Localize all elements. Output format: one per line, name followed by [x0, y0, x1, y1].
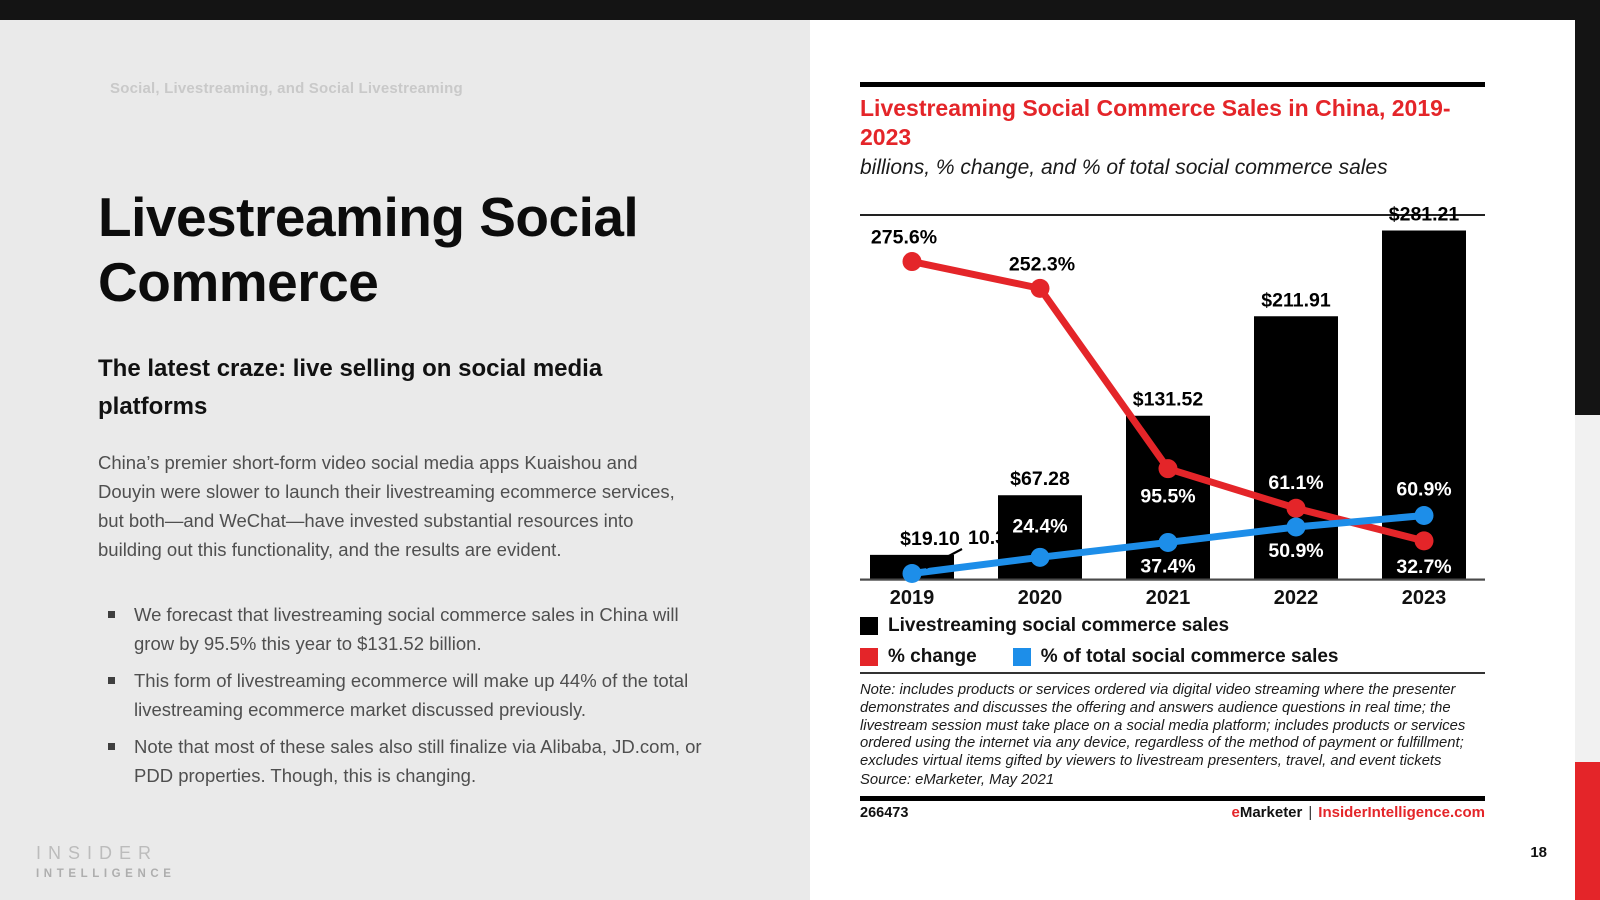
chart-footer: 266473 eMarketer | InsiderIntelligence.com [860, 804, 1485, 821]
legend-row: % change % of total social commerce sales [860, 646, 1485, 668]
sales-combo-chart: $19.10 $67.28 $131.52 $211.91 $281.21 275.6% 2… [860, 204, 1485, 609]
bar-value-label: $67.28 [1010, 468, 1070, 490]
bullet-item: This form of livestreaming ecommerce wil… [98, 666, 710, 724]
bar-2023 [1382, 230, 1466, 579]
legend-item: % change [860, 646, 977, 668]
chart-id: 266473 [860, 805, 909, 821]
pct-change-label: 61.1% [1268, 472, 1323, 494]
x-axis-line [860, 578, 1485, 581]
section-eyebrow: Social, Livestreaming, and Social Livest… [110, 80, 463, 97]
legend-label: % of total social commerce sales [1040, 646, 1339, 667]
bar-value-label: $131.52 [1133, 389, 1204, 411]
chart-note: Note: includes products or services orde… [860, 682, 1482, 790]
x-axis-label: 2021 [1146, 587, 1191, 609]
callout-line [925, 548, 963, 569]
page-number: 18 [1530, 844, 1547, 861]
pct-of-total-label: 24.4% [1012, 515, 1067, 537]
logo-line-2: INTELLIGENCE [36, 868, 176, 880]
right-strip-gray [1575, 415, 1600, 762]
chart-header-rule [860, 214, 1485, 216]
bullet-item: We forecast that livestreaming social co… [98, 600, 710, 658]
bullet-item: Note that most of these sales also still… [98, 732, 710, 790]
pct-change-label: 32.7% [1396, 556, 1451, 578]
pct-of-total-label: 10.3% [968, 527, 1023, 549]
pct-change-point [1158, 459, 1178, 479]
chart-title: Livestreaming Social Commerce Sales in C… [860, 95, 1451, 150]
logo-line-1: INSIDER [36, 843, 159, 863]
pct-of-total-label: 37.4% [1140, 555, 1195, 577]
pct-change-point [1030, 278, 1050, 298]
x-axis-label: 2022 [1274, 587, 1319, 609]
page-subheading: The latest craze: live selling on social… [98, 355, 603, 420]
note-divider-rule [860, 672, 1485, 674]
pct-change-label: 275.6% [871, 227, 937, 249]
chart-legend: Livestreaming social commerce sales % cha… [860, 615, 1485, 677]
pct-of-total-point [1030, 547, 1050, 567]
brand-line: eMarketer | InsiderIntelligence.com [1231, 804, 1485, 821]
brand-emarketer-rest: Marketer [1239, 804, 1303, 821]
chart-card: Livestreaming Social Commerce Sales in C… [810, 20, 1575, 900]
chart-bottom-rule [860, 796, 1485, 801]
pct-change-point [1286, 498, 1306, 518]
chart-top-rule [860, 82, 1485, 87]
legend-swatch-icon [860, 617, 878, 635]
bar-value-label: $211.91 [1261, 289, 1331, 311]
brand-site-link[interactable]: InsiderIntelligence.com [1318, 804, 1485, 821]
bullet-list: We forecast that livestreaming social co… [98, 600, 710, 798]
pct-of-total-label: 50.9% [1268, 540, 1323, 562]
chart-plot-area: $19.10 $67.28 $131.52 $211.91 $281.21 275.6% 2… [860, 192, 1485, 612]
legend-label: % change [888, 646, 977, 667]
lead-paragraph: China’s premier short-form video social … [98, 452, 675, 561]
x-axis-label: 2020 [1018, 587, 1063, 609]
right-strip-red [1575, 762, 1600, 900]
pct-of-total-point [1158, 532, 1178, 552]
insider-intelligence-logo: INSIDER INTELLIGENCE [36, 843, 176, 880]
legend-swatch-icon [860, 648, 878, 666]
x-axis-label: 2023 [1402, 587, 1447, 609]
legend-label: Livestreaming social commerce sales [888, 615, 1230, 636]
legend-item: % of total social commerce sales [1012, 646, 1339, 668]
top-accent-bar [0, 0, 1600, 20]
pct-change-point [1414, 531, 1434, 551]
legend-row: Livestreaming social commerce sales [860, 615, 1485, 637]
note-text: Note: includes products or services orde… [860, 682, 1466, 769]
x-axis-label: 2019 [890, 587, 935, 609]
pct-of-total-point [902, 563, 922, 583]
brand-divider: | [1308, 804, 1313, 821]
page-title: Livestreaming Social Commerce [98, 186, 639, 313]
right-strip-black [1575, 20, 1600, 415]
pct-of-total-label: 60.9% [1396, 479, 1451, 501]
chart-subtitle: billions, % change, and % of total socia… [860, 156, 1388, 179]
pct-of-total-point [1286, 517, 1306, 537]
pct-change-label: 252.3% [1009, 253, 1075, 275]
brand-emarketer-e: e [1231, 804, 1240, 821]
pct-change-point [902, 252, 922, 272]
bar-value-label: $19.10 [900, 528, 960, 550]
legend-swatch-icon [1012, 648, 1031, 666]
bar-value-label: $281.21 [1389, 204, 1460, 226]
pct-of-total-point [1414, 506, 1434, 526]
legend-item: Livestreaming social commerce sales [860, 615, 1229, 637]
pct-change-label: 95.5% [1140, 486, 1195, 508]
source-text: Source: eMarketer, May 2021 [860, 771, 1055, 788]
